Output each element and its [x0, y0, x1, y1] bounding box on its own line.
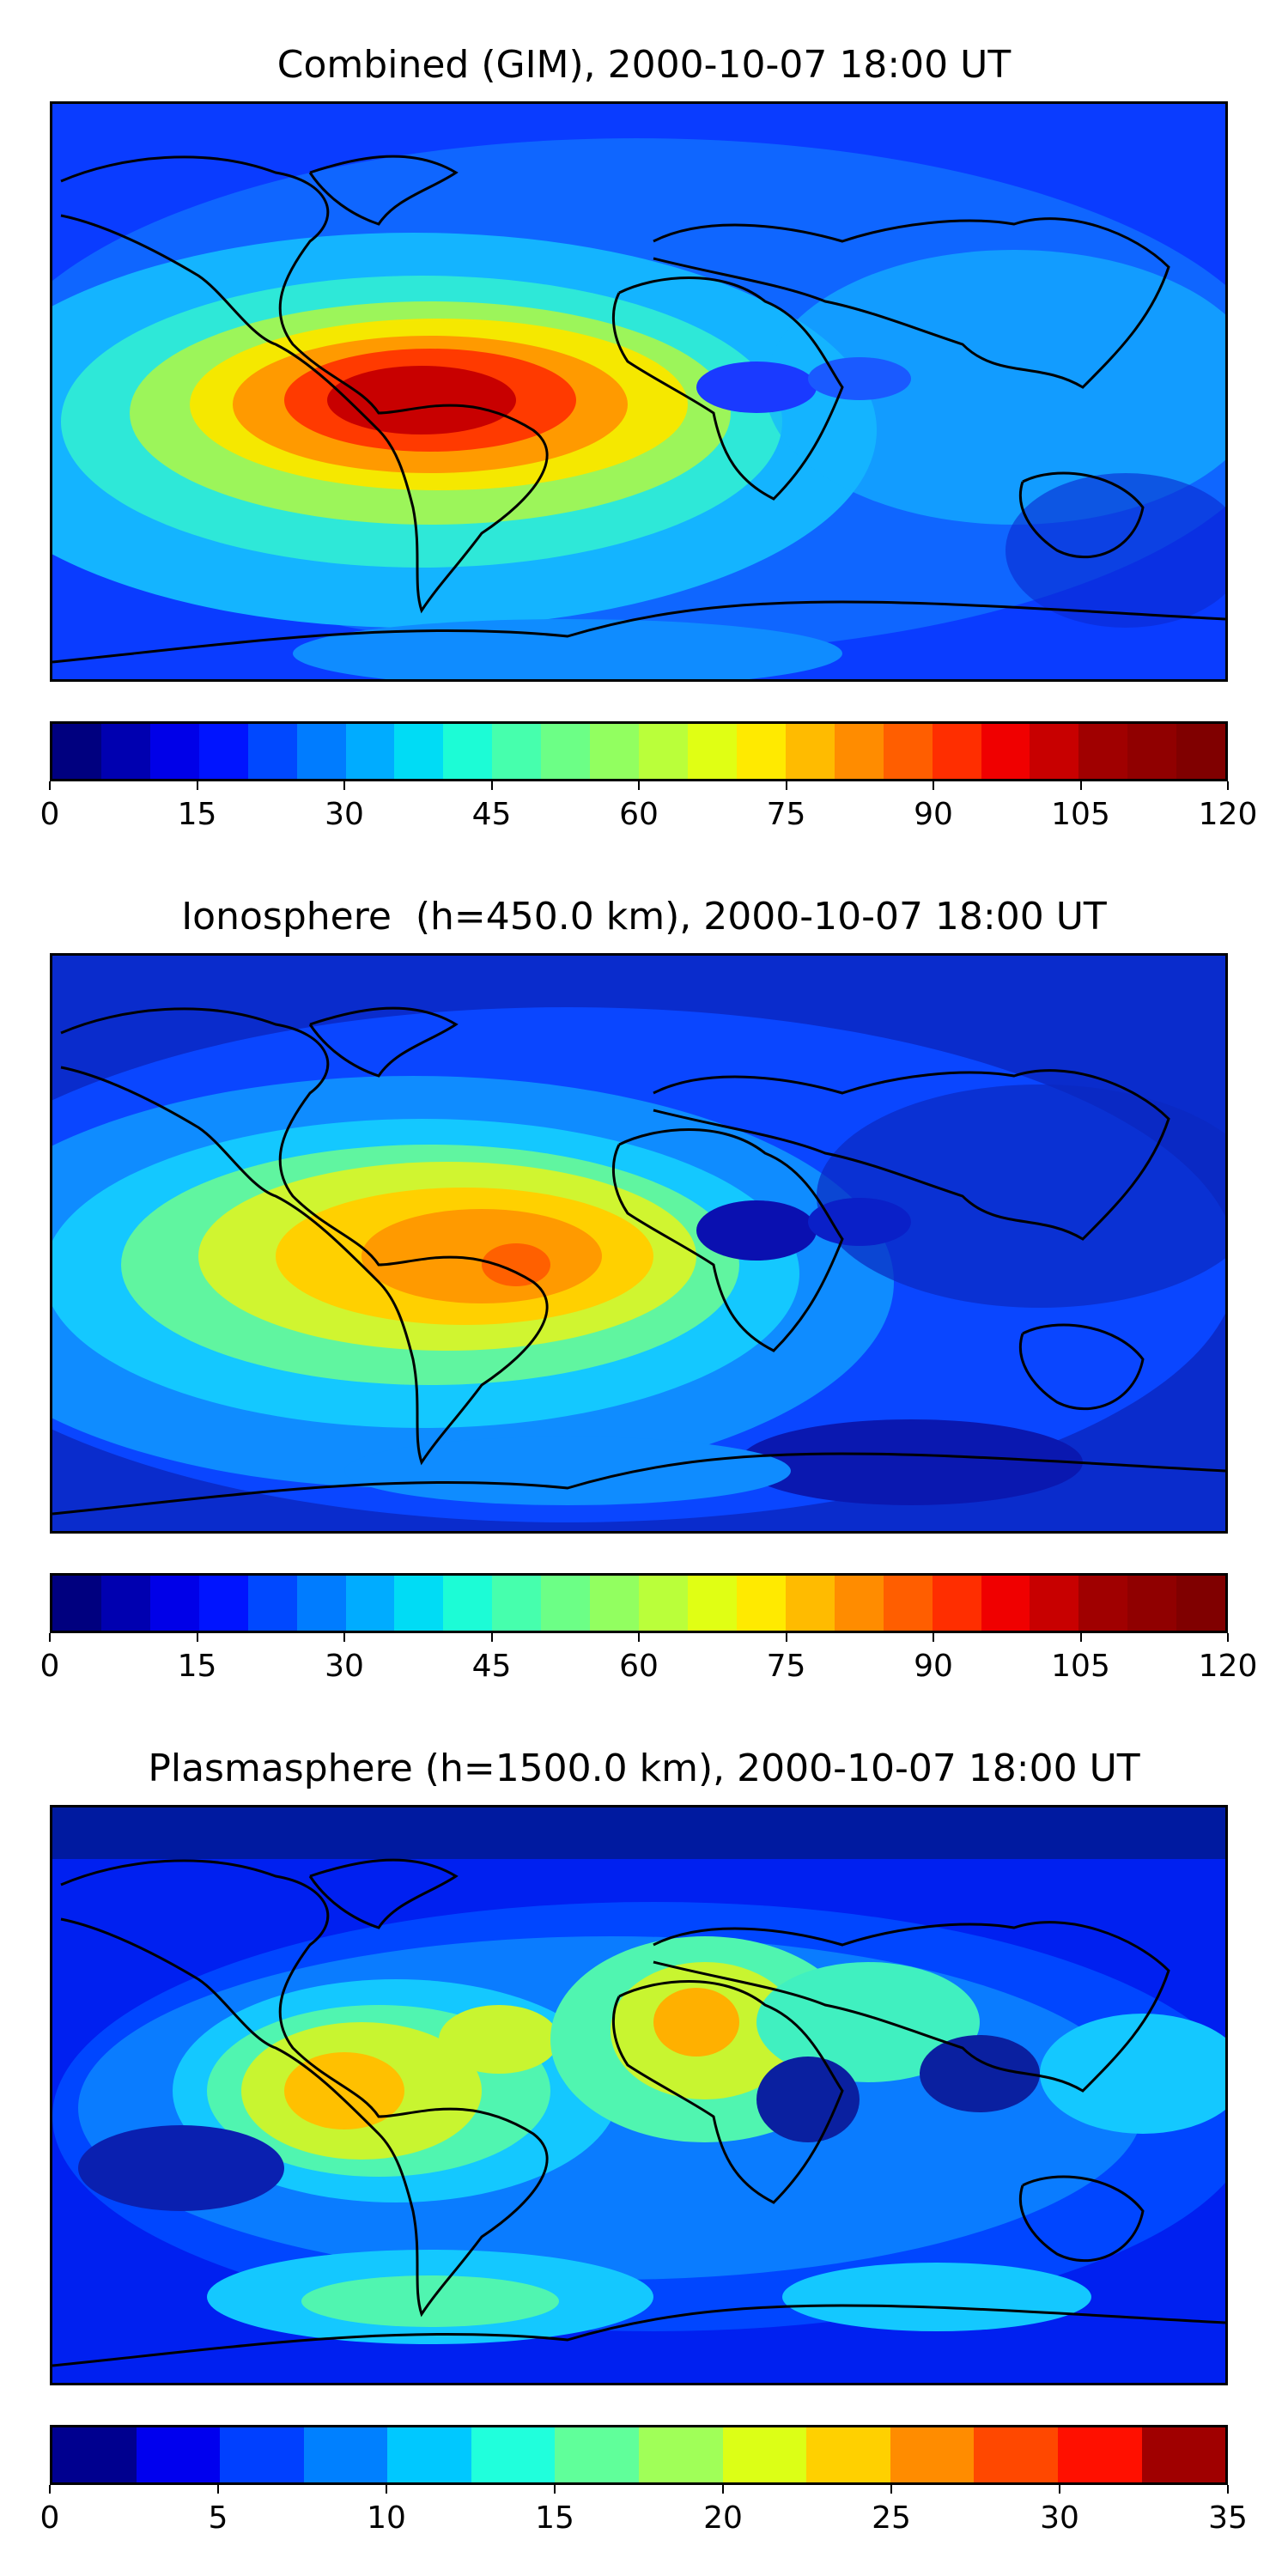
ionosphere-title: Ionosphere (h=450.0 km), 2000-10-07 18:0…	[181, 895, 1107, 939]
combined-map	[50, 101, 1228, 682]
colorbar-tick-mark	[217, 2485, 219, 2494]
colorbar-tick-label: 5	[208, 2500, 228, 2536]
combined-heatmap	[52, 104, 1225, 679]
colorbar-tick-mark	[196, 1633, 198, 1642]
ionosphere-map	[50, 953, 1228, 1534]
colorbar-tick-label: 30	[325, 797, 364, 832]
colorbar-tick-mark	[1059, 2485, 1060, 2494]
colorbar-tick-mark	[49, 1633, 51, 1642]
combined-title: Combined (GIM), 2000-10-07 18:00 UT	[276, 43, 1012, 87]
colorbar-tick-label: 75	[766, 797, 806, 832]
colorbar-tick-mark	[490, 781, 493, 790]
colorbar-tick-mark	[890, 2485, 892, 2494]
colorbar-tick-label: 25	[872, 2500, 911, 2536]
colorbar-tick-label: 15	[535, 2500, 574, 2536]
colorbar-tick-label: 120	[1198, 1649, 1258, 1684]
colorbar-tick-mark	[1227, 1633, 1229, 1642]
ionosphere-heatmap	[52, 956, 1225, 1531]
colorbar-tick-label: 45	[471, 1649, 512, 1684]
colorbar-tick-mark	[196, 781, 198, 790]
colorbar-tick-label: 0	[39, 2500, 60, 2536]
colorbar-tick-mark	[343, 1633, 345, 1642]
colorbar-tick-label: 30	[325, 1649, 364, 1684]
colorbar-tick-mark	[1079, 1633, 1082, 1642]
colorbar-tick-mark	[49, 781, 51, 790]
colorbar-tick-mark	[933, 781, 934, 790]
plasmasphere-title: Plasmasphere (h=1500.0 km), 2000-10-07 1…	[148, 1747, 1140, 1790]
colorbar-tick-mark	[785, 1633, 787, 1642]
colorbar-tick-mark	[722, 2485, 724, 2494]
plasmasphere-colorbar	[50, 2425, 1228, 2485]
colorbar-tick-mark	[490, 1633, 493, 1642]
ionosphere-colorbar	[50, 1573, 1228, 1633]
colorbar-tick-mark	[638, 781, 640, 790]
plasmasphere-map	[50, 1805, 1228, 2385]
colorbar-tick-label: 90	[914, 1649, 953, 1684]
colorbar-tick-label: 15	[177, 1649, 217, 1684]
colorbar-tick-mark	[386, 2485, 387, 2494]
colorbar-tick-mark	[785, 781, 787, 790]
colorbar-tick-label: 90	[914, 797, 953, 832]
colorbar-tick-label: 60	[619, 1649, 659, 1684]
colorbar-tick-label: 105	[1051, 1649, 1110, 1684]
colorbar-tick-label: 15	[177, 797, 217, 832]
colorbar-tick-mark	[638, 1633, 640, 1642]
colorbar-tick-label: 120	[1198, 797, 1258, 832]
colorbar-tick-label: 20	[703, 2500, 743, 2536]
colorbar-tick-mark	[1079, 781, 1082, 790]
colorbar-tick-label: 60	[619, 797, 659, 832]
plasmasphere-heatmap	[52, 1807, 1225, 2383]
colorbar-tick-mark	[554, 2485, 556, 2494]
colorbar-tick-mark	[1227, 2485, 1229, 2494]
colorbar-tick-mark	[1227, 781, 1229, 790]
colorbar-tick-label: 45	[471, 797, 512, 832]
colorbar-tick-label: 10	[367, 2500, 406, 2536]
colorbar-tick-mark	[343, 781, 345, 790]
colorbar-tick-label: 0	[39, 1649, 60, 1684]
colorbar-tick-label: 30	[1040, 2500, 1079, 2536]
combined-colorbar	[50, 721, 1228, 781]
colorbar-tick-label: 0	[39, 797, 60, 832]
colorbar-tick-label: 35	[1208, 2500, 1248, 2536]
colorbar-tick-mark	[933, 1633, 934, 1642]
colorbar-tick-mark	[49, 2485, 51, 2494]
colorbar-tick-label: 75	[766, 1649, 806, 1684]
colorbar-tick-label: 105	[1051, 797, 1110, 832]
